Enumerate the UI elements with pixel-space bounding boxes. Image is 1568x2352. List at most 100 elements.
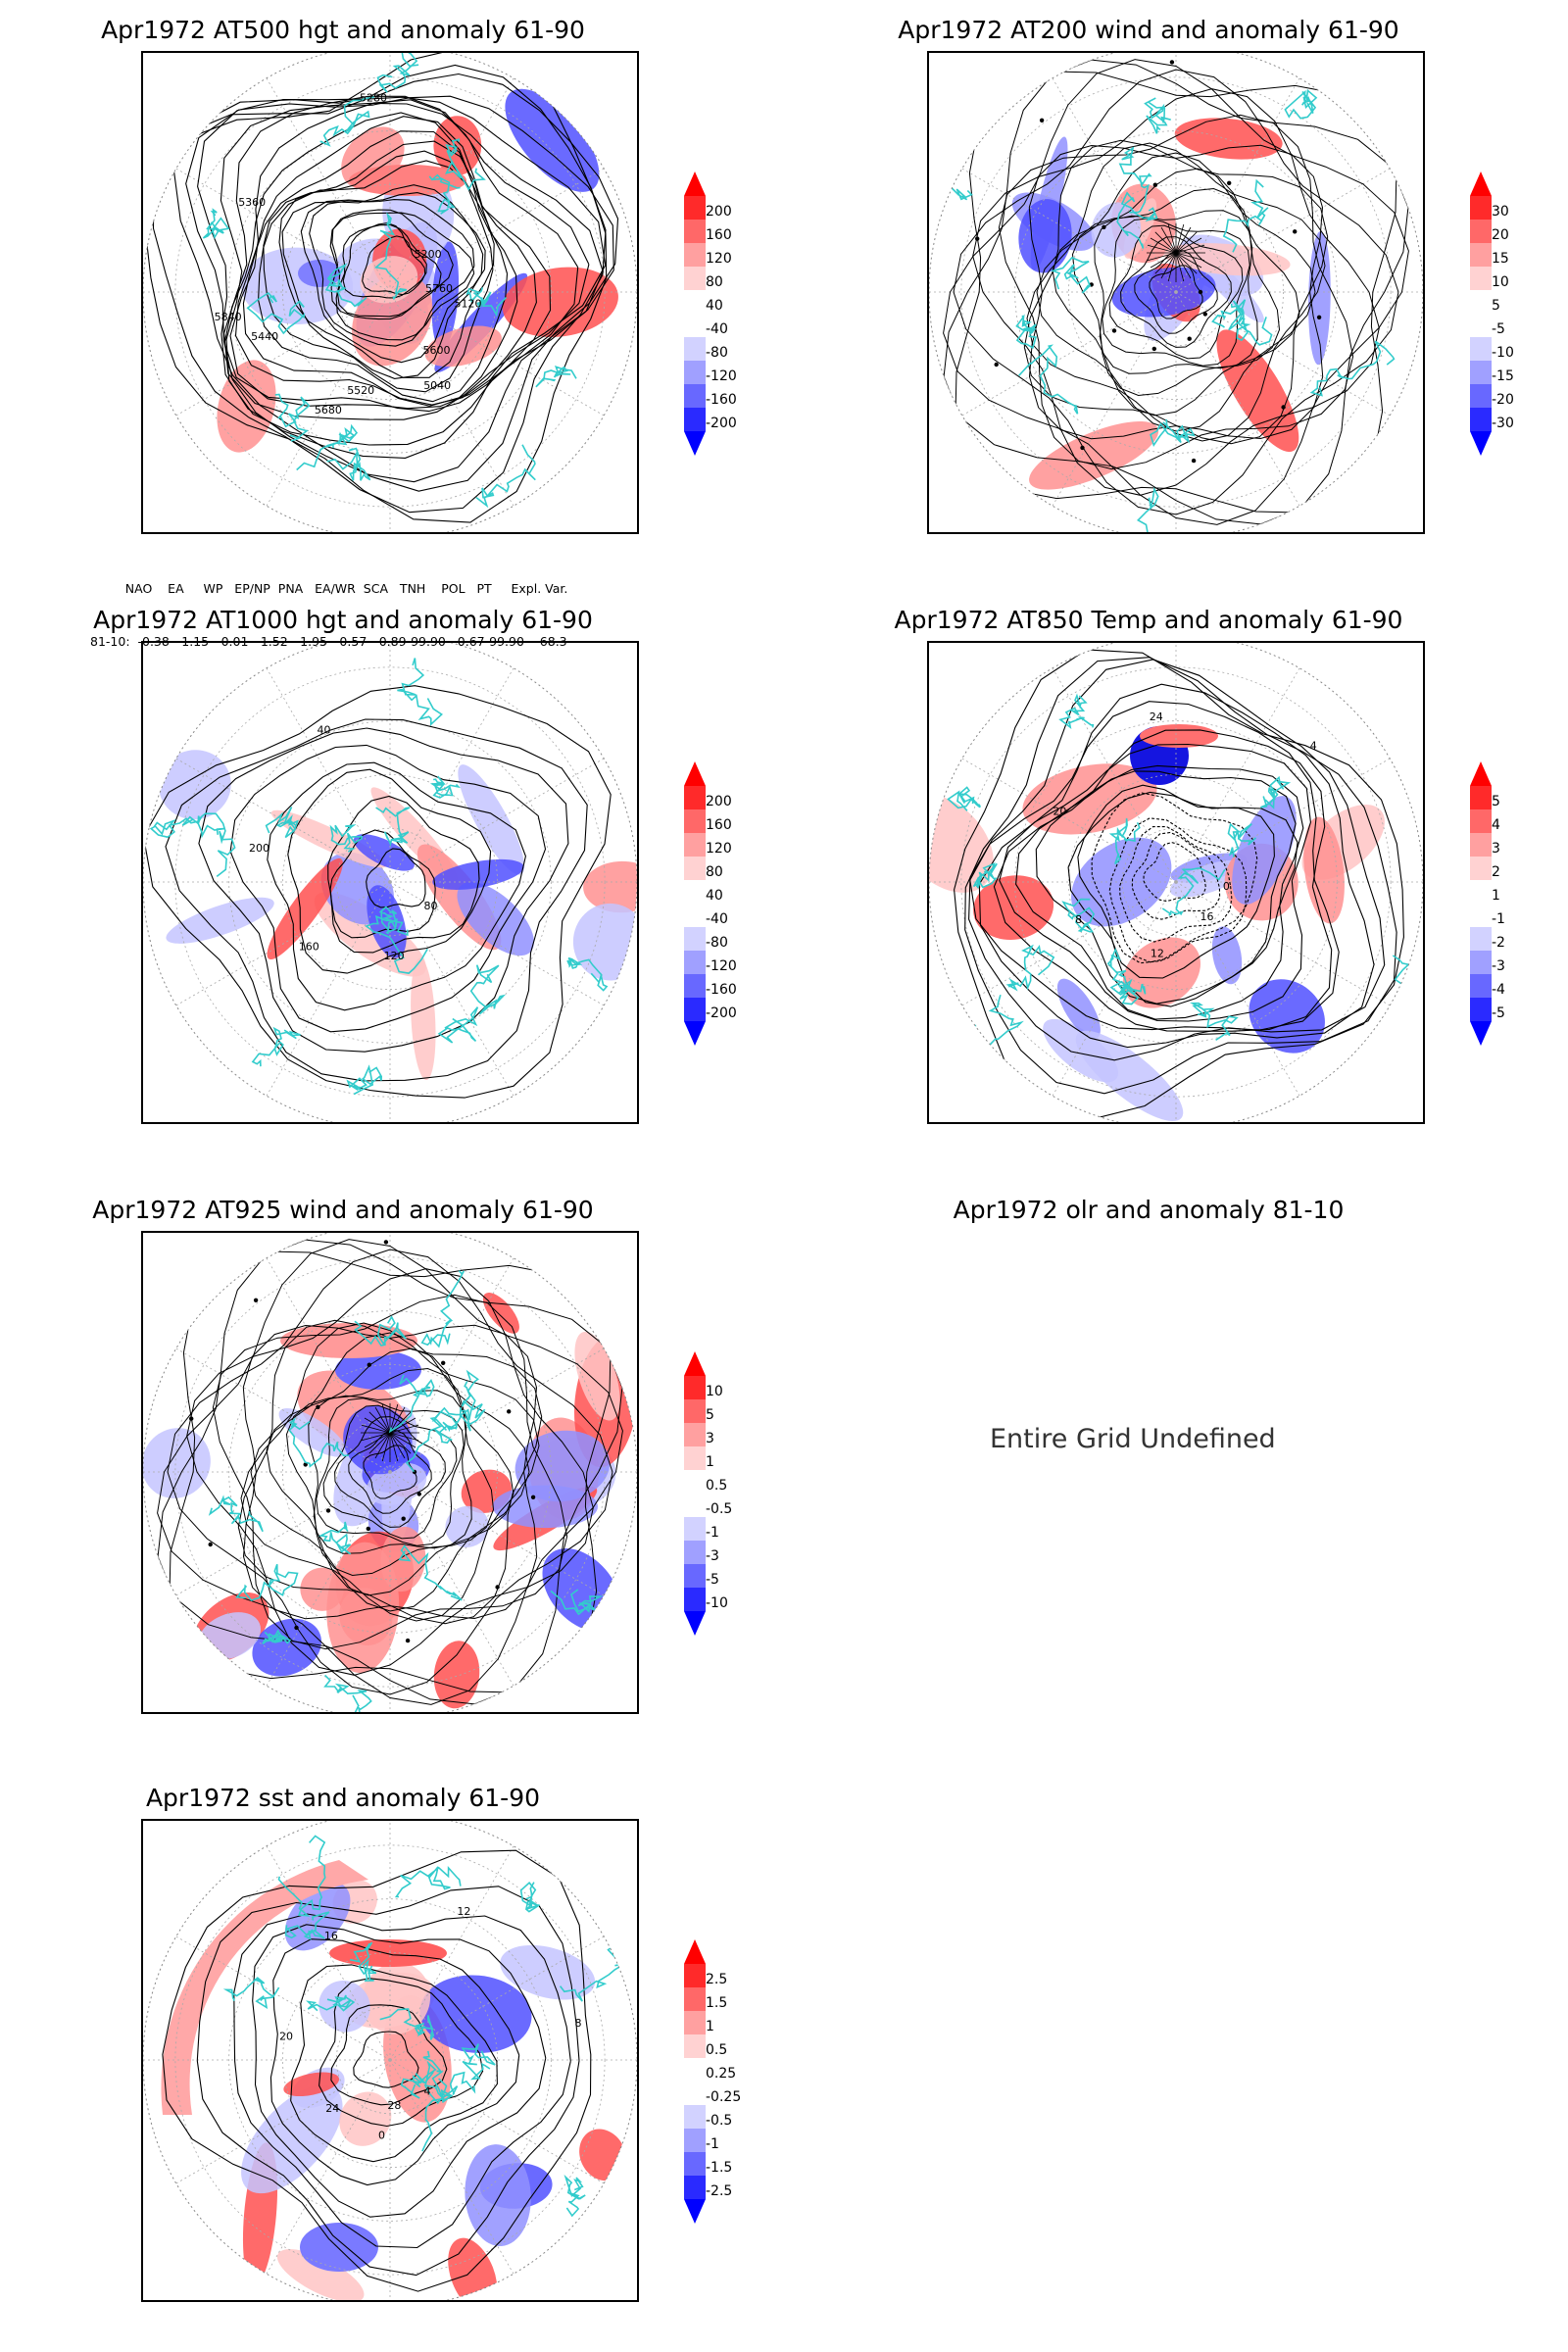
positive-anomaly-shading — [280, 1323, 417, 1358]
contour-label: 5680 — [315, 404, 342, 416]
coastline — [235, 1563, 299, 1601]
coastline — [1118, 146, 1152, 214]
contour-line — [185, 95, 614, 483]
colorbar-segment — [684, 1987, 706, 2011]
contour-label: 16 — [324, 1930, 338, 1942]
contour-line — [223, 95, 590, 420]
coastline — [1005, 944, 1055, 992]
coastline — [349, 1941, 377, 1983]
teleconnection-header: NAO EA WP EP/NP PNA EA/WR SCA TNH POL PT… — [90, 581, 568, 596]
colorbar-label: 3 — [1492, 841, 1500, 857]
colorbar-segment — [1470, 384, 1492, 408]
positive-anomaly-shading — [929, 794, 994, 893]
streamline — [1147, 244, 1177, 254]
colorbar-segment — [684, 2058, 706, 2082]
colorbar-graphic — [684, 1351, 706, 1636]
colorbar-segment — [684, 243, 706, 267]
contour-line — [342, 222, 427, 299]
coastline — [296, 423, 359, 471]
negative-anomaly-shading — [1056, 978, 1101, 1040]
coastline — [365, 914, 428, 974]
streamline — [186, 1268, 594, 1676]
contour-line — [223, 112, 552, 413]
panel-title-925: Apr1972 AT925 wind and anomaly 61-90 — [92, 1196, 594, 1224]
positive-anomaly-shading — [267, 858, 343, 960]
contour-line — [290, 1964, 498, 2163]
colorbar-label: 80 — [706, 864, 723, 880]
streamline — [972, 88, 1380, 496]
contour-line — [258, 140, 509, 403]
negative-anomaly-shading — [1091, 202, 1142, 258]
positive-anomaly-shading — [349, 165, 466, 196]
streamline — [1175, 252, 1202, 269]
coastline — [466, 287, 508, 318]
colorbar-segment — [1470, 951, 1492, 974]
contour-label: 120 — [384, 950, 405, 962]
streamline — [389, 1417, 416, 1434]
colorbar-label: 120 — [706, 251, 732, 267]
colorbar-segment — [684, 880, 706, 904]
coastline — [222, 1977, 280, 2010]
map-canvas-850: 16 12 8 20 24 4 0 — [929, 643, 1423, 1122]
positive-anomaly-shading — [362, 1962, 431, 2034]
contour-line — [1108, 817, 1248, 963]
latitude-gridline — [960, 76, 1392, 508]
coastline — [1150, 418, 1196, 448]
colorbar-label: -1 — [706, 2136, 719, 2152]
colorbar-segment — [684, 1399, 706, 1423]
streamline — [1175, 231, 1198, 254]
colorbar-graphic — [684, 761, 706, 1046]
coastline — [202, 208, 230, 240]
colorbar-label: -3 — [1492, 958, 1505, 974]
streamline — [212, 1294, 568, 1650]
positive-anomaly-shading — [276, 2249, 365, 2300]
colorbar-bottom-arrow — [684, 1021, 706, 1046]
coastline — [1116, 191, 1158, 249]
colorbar-segment — [684, 809, 706, 833]
coastline — [445, 138, 486, 191]
positive-anomaly-shading — [1163, 243, 1291, 276]
coastline — [397, 658, 443, 726]
colorbar-segment — [684, 1588, 706, 1611]
positive-anomaly-shading — [270, 809, 387, 868]
contour-label: 5360 — [238, 196, 266, 209]
positive-anomaly-shading — [339, 1588, 393, 1645]
coastline — [400, 2060, 437, 2099]
streamline — [389, 1424, 419, 1434]
coastline — [394, 1865, 462, 1898]
longitude-gridline — [1175, 881, 1300, 1097]
colorbar-label: -4 — [1492, 982, 1505, 998]
coastline — [1309, 340, 1396, 397]
positive-anomaly-shading — [1216, 329, 1299, 453]
streamline-arrow — [366, 1526, 370, 1532]
longitude-gridline — [175, 291, 391, 416]
longitude-gridline — [175, 1348, 391, 1473]
positive-anomaly-shading — [329, 1939, 447, 1967]
streamline — [167, 1249, 613, 1695]
negative-anomaly-shading — [335, 1350, 421, 1390]
coastline — [324, 263, 368, 308]
latitude-gridline — [960, 666, 1392, 1098]
colorbar-segment — [684, 384, 706, 408]
streamline-arrow — [383, 1240, 389, 1245]
streamline — [1134, 250, 1218, 334]
colorbar-label: 3 — [706, 1431, 714, 1446]
longitude-gridline — [389, 2059, 605, 2184]
colorbar-label: -0.5 — [706, 2113, 733, 2129]
colorbar-1000: 200 160 120 80 40 -40 -80 -120 -160 -200 — [684, 761, 762, 1046]
streamline — [1102, 218, 1250, 367]
colorbar-label: -40 — [706, 911, 728, 927]
colorbar-top-arrow — [1470, 761, 1492, 786]
coastline — [559, 1946, 637, 2002]
contour-line — [165, 718, 588, 1082]
longitude-gridline — [961, 291, 1177, 416]
map-content: 28 24 20 16 12 8 4 0 — [143, 1821, 637, 2300]
coastline — [428, 173, 461, 215]
colorbar-segment — [684, 196, 706, 220]
map-panel-sst: 28 24 20 16 12 8 4 0 — [141, 1819, 639, 2302]
negative-anomaly-shading — [353, 834, 415, 871]
map-content: 5760 5600 5520 5440 5360 5280 5200 5120 5040 5680… — [143, 53, 637, 532]
colorbar-segment — [684, 361, 706, 384]
contour-label: 24 — [325, 2102, 339, 2115]
coastline — [149, 817, 225, 839]
